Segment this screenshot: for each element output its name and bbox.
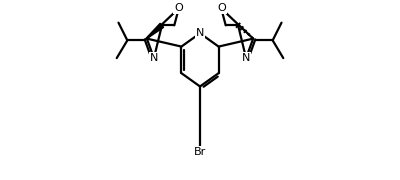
Text: Br: Br [194, 147, 206, 157]
Polygon shape [144, 23, 164, 40]
Text: N: N [196, 28, 204, 38]
Text: N: N [242, 53, 250, 63]
Text: N: N [150, 53, 158, 63]
Text: O: O [217, 3, 226, 13]
Text: O: O [174, 3, 183, 13]
